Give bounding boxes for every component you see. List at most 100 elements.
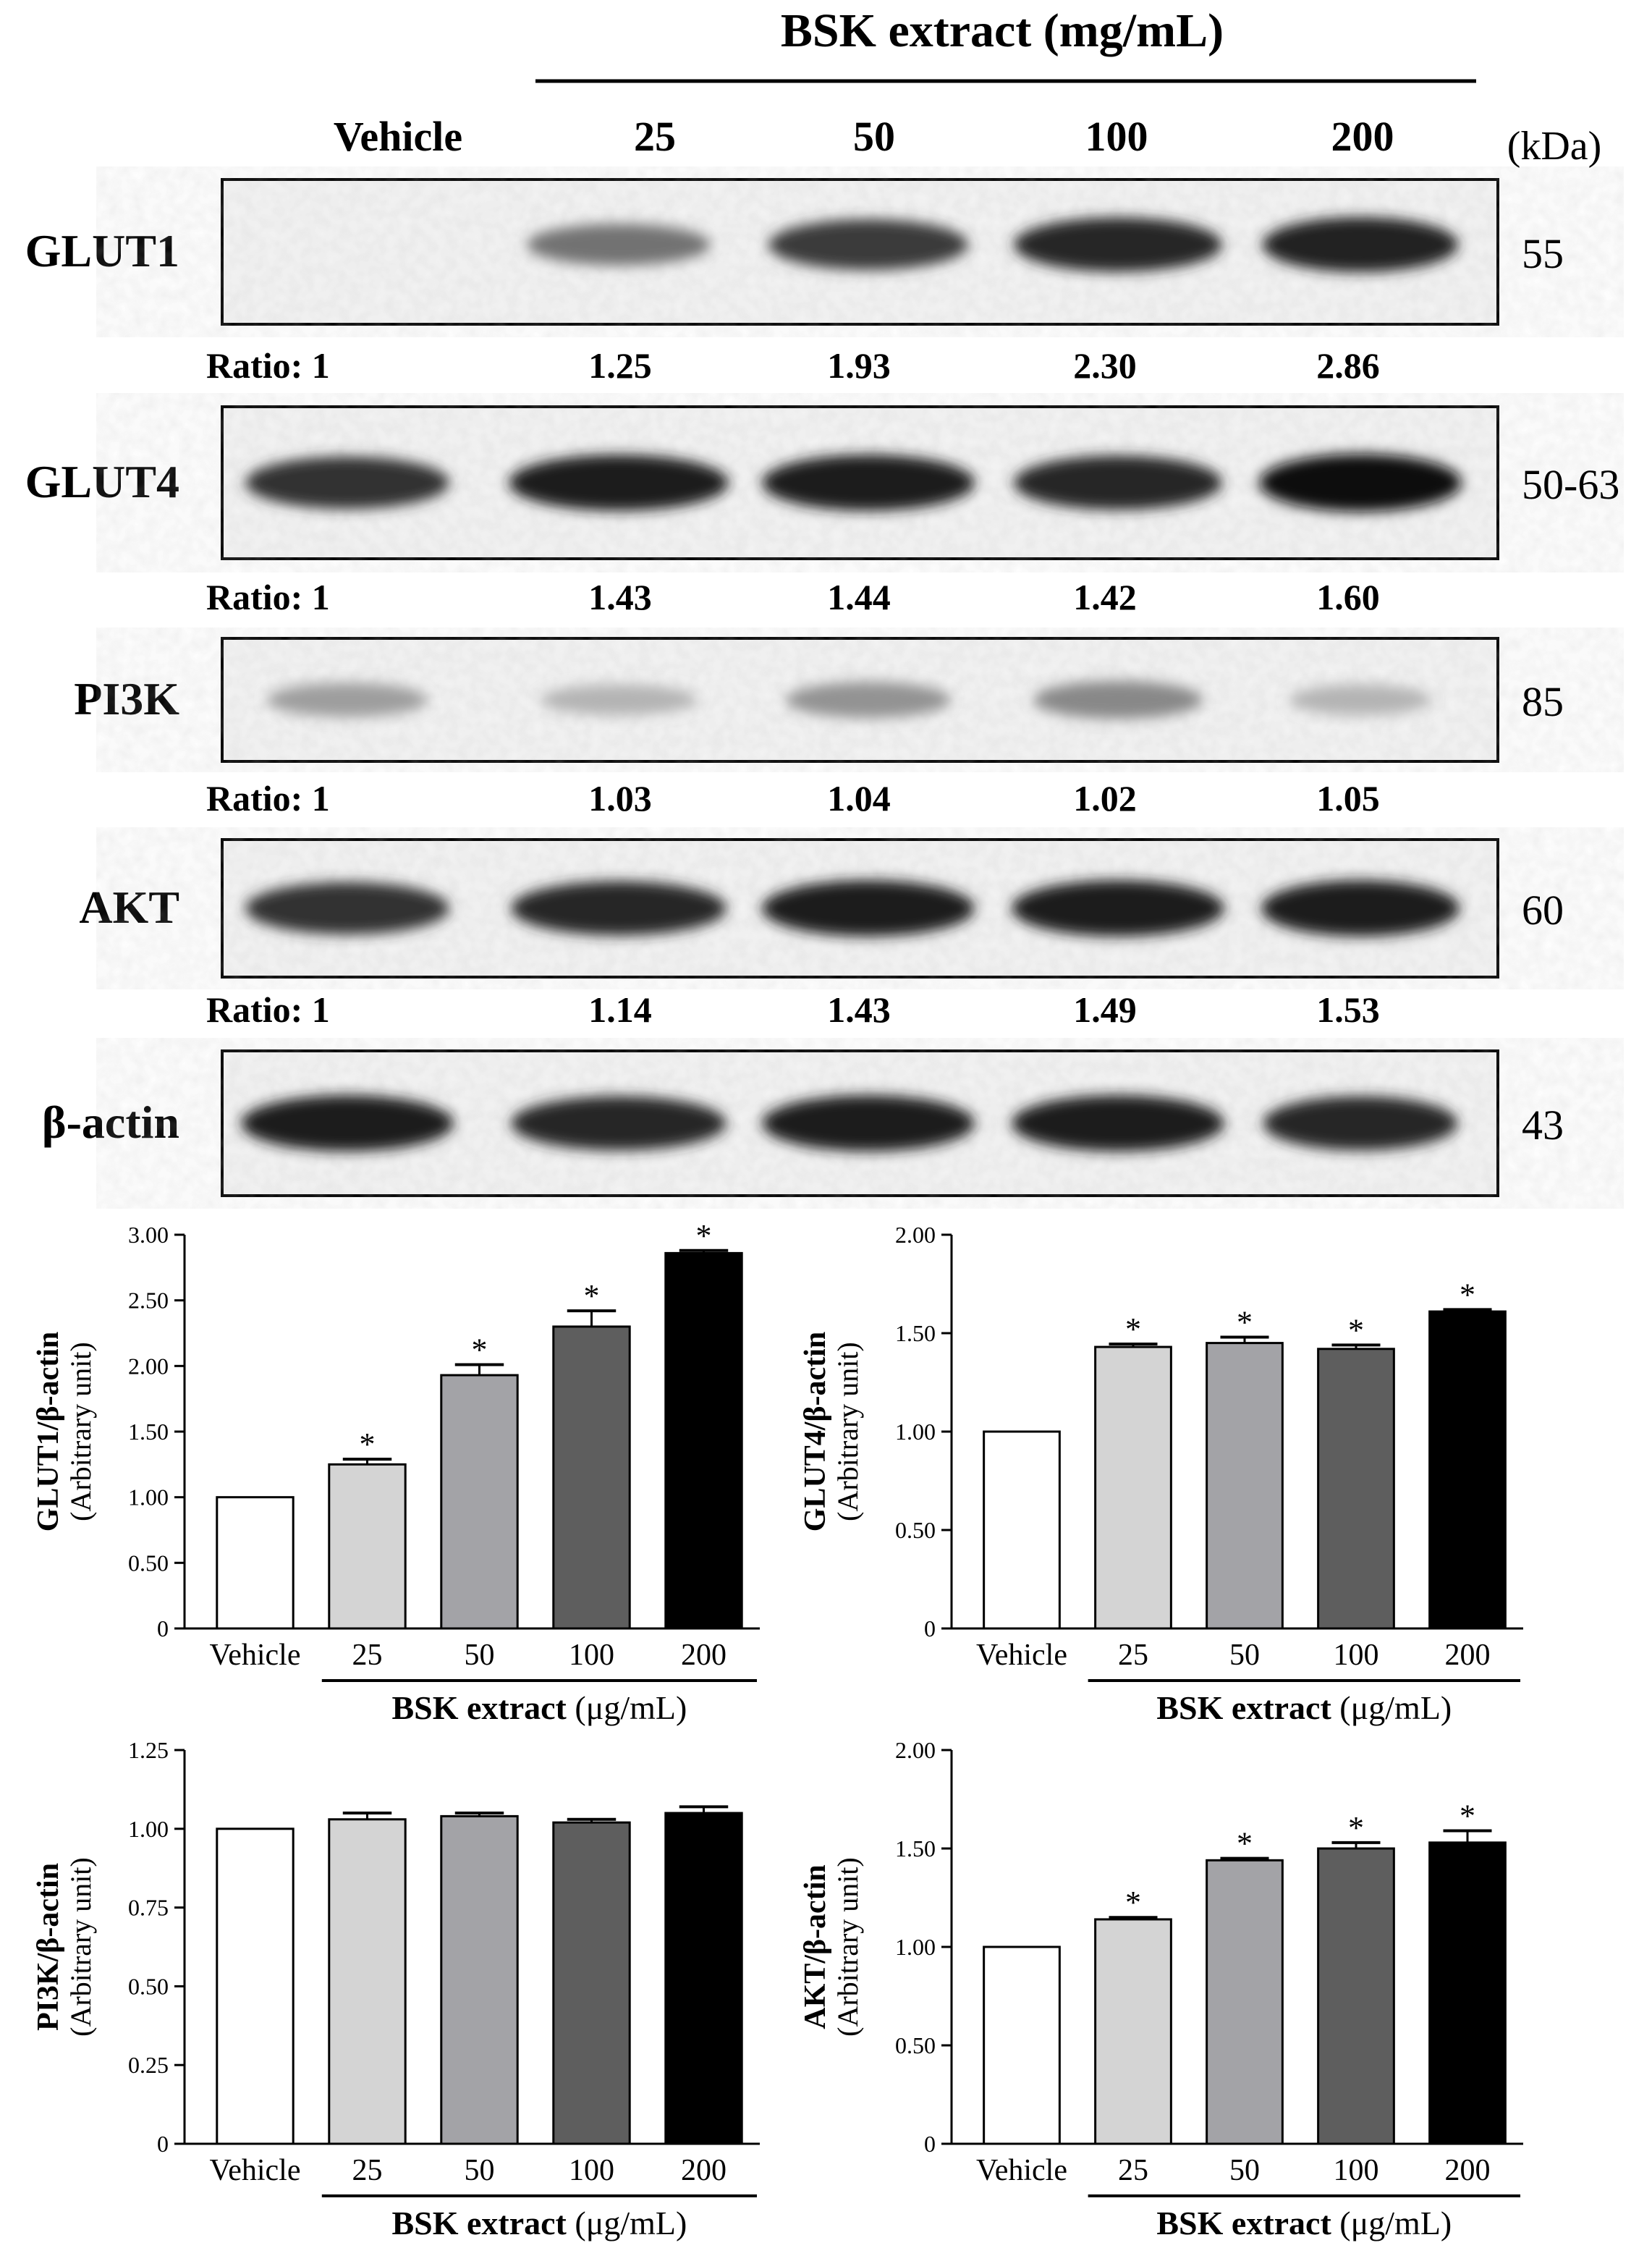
bar-200 — [1428, 1841, 1507, 2145]
blot-band-pi3k-4 — [1289, 684, 1431, 716]
y-tick-label: 2.00 — [895, 1737, 936, 1763]
blot-band-glut4-2 — [762, 455, 975, 511]
ratio-value-glut1-3: 2.86 — [1316, 345, 1380, 386]
blot-header: BSK extract (mg/mL) Vehicle 25 50 100 20… — [334, 4, 1601, 169]
y-axis-label: GLUT1/β-actin — [32, 1332, 65, 1531]
x-axis-label: BSK extract (μg/mL) — [391, 1689, 687, 1726]
bar-25 — [1094, 1918, 1172, 2145]
kda-unit-label: (kDa) — [1507, 124, 1602, 169]
bar-100 — [1317, 1348, 1395, 1630]
y-tick-label: 0.50 — [128, 1550, 169, 1576]
ratio-label-glut1: Ratio: 1 — [206, 345, 330, 386]
significance-marker: * — [1237, 1826, 1253, 1862]
x-tick-label-50: 50 — [1229, 2154, 1260, 2187]
chart-glut4-beta-actin: 0 0.50 1.00 1.50 2.00 GLUT4/β-actin (Arbitrary… — [799, 1222, 1523, 1726]
blot-band-glut4-3 — [1014, 455, 1222, 510]
ratio-value-akt-1: 1.43 — [827, 989, 891, 1030]
y-tick-label: 0.50 — [128, 1973, 169, 1999]
y-axis-sublabel: (Arbitrary unit) — [831, 1342, 864, 1521]
ratio-value-glut1-0: 1.25 — [588, 345, 652, 386]
blot-band-akt-1 — [511, 881, 727, 936]
y-axis-label: PI3K/β-actin — [32, 1863, 65, 2031]
blot-band-akt-2 — [762, 880, 975, 937]
blot-band-glut4-0 — [245, 456, 449, 510]
x-tick-label-25: 25 — [352, 1639, 383, 1672]
blot-band-glut1-2 — [768, 219, 968, 270]
ratio-value-akt-2: 1.49 — [1073, 989, 1137, 1030]
x-tick-label-25: 25 — [352, 2154, 383, 2187]
significance-marker: * — [1348, 1810, 1364, 1846]
ratio-value-glut4-3: 1.60 — [1316, 577, 1380, 617]
blot-band-pi3k-1 — [540, 684, 698, 716]
blot-band-glut1-4 — [1262, 217, 1459, 272]
x-tick-label-50: 50 — [465, 1639, 495, 1672]
y-tick-label: 2.50 — [128, 1288, 169, 1314]
significance-marker: * — [472, 1332, 488, 1368]
blot-band-beta-actin-2 — [762, 1095, 975, 1152]
x-tick-label-100: 100 — [569, 1639, 614, 1672]
protein-label-glut4: GLUT4 — [25, 456, 179, 507]
x-tick-label-200: 200 — [681, 2154, 727, 2187]
ratio-value-glut4-0: 1.43 — [588, 577, 652, 617]
x-axis-label: BSK extract (μg/mL) — [391, 2205, 687, 2241]
x-axis-label-bold: BSK extract — [391, 2205, 567, 2241]
x-axis-label-unit: (μg/mL) — [1331, 2205, 1452, 2241]
x-tick-label-100: 100 — [569, 2154, 614, 2187]
kda-value-beta-actin: 43 — [1522, 1102, 1564, 1149]
significance-marker: * — [360, 1427, 376, 1462]
x-tick-label-100: 100 — [1334, 2154, 1379, 2187]
blot-band-pi3k-3 — [1033, 680, 1203, 719]
y-tick-label: 2.00 — [128, 1353, 169, 1379]
bar-100 — [1317, 1847, 1395, 2145]
kda-value-pi3k: 85 — [1522, 678, 1564, 725]
significance-marker: * — [584, 1278, 600, 1314]
x-tick-label-vehicle: Vehicle — [976, 2154, 1067, 2187]
ratio-value-pi3k-0: 1.03 — [588, 778, 652, 819]
bar-50 — [1206, 1859, 1284, 2145]
x-tick-label-50: 50 — [1229, 1639, 1260, 1672]
y-tick-label: 0 — [157, 1615, 169, 1641]
blot-row-akt: AKT 60 Ratio: 1 1.14 1.43 1.49 1.53 — [79, 838, 1564, 1030]
x-axis-label-unit: (μg/mL) — [1331, 1689, 1452, 1726]
blot-band-pi3k-2 — [786, 682, 951, 718]
bar-25 — [328, 1463, 407, 1630]
blot-band-akt-3 — [1012, 880, 1224, 937]
lane-label-25: 25 — [634, 113, 676, 160]
chart-pi3k-beta-actin: 0 0.25 0.50 0.75 1.00 1.25 PI3K/β-actin (Arbitr… — [32, 1737, 760, 2241]
x-tick-label-vehicle: Vehicle — [210, 1639, 301, 1672]
blot-band-beta-actin-1 — [511, 1096, 727, 1151]
blot-row-pi3k: PI3K 85 Ratio: 1 1.03 1.04 1.02 1.05 — [74, 637, 1564, 819]
x-axis-label-unit: (μg/mL) — [567, 1689, 687, 1726]
ratio-value-glut4-1: 1.44 — [827, 577, 891, 617]
y-tick-label: 0.50 — [895, 2032, 936, 2058]
blot-band-glut1-1 — [526, 224, 711, 266]
x-tick-label-200: 200 — [1445, 2154, 1491, 2187]
y-tick-label: 3.00 — [128, 1222, 169, 1248]
significance-marker: * — [1460, 1277, 1475, 1312]
ratio-label-glut4: Ratio: 1 — [206, 577, 330, 617]
blot-row-glut4: GLUT4 50-63 Ratio: 1 1.43 1.44 1.42 1.60 — [25, 405, 1619, 617]
bar-200 — [664, 1812, 743, 2145]
bar-25 — [328, 1818, 407, 2145]
y-tick-label: 0.50 — [895, 1517, 936, 1543]
y-axis-label: GLUT4/β-actin — [799, 1332, 832, 1531]
significance-marker: * — [1348, 1312, 1364, 1348]
x-tick-label-50: 50 — [465, 2154, 495, 2187]
y-tick-label: 1.50 — [895, 1835, 936, 1862]
x-tick-label-vehicle: Vehicle — [210, 2154, 301, 2187]
blot-row-beta-actin: β-actin 43 — [42, 1049, 1564, 1197]
x-axis-label-bold: BSK extract — [391, 1689, 567, 1726]
protein-label-akt: AKT — [79, 882, 179, 933]
y-tick-label: 0 — [924, 2131, 936, 2157]
bar-vehicle — [983, 1430, 1061, 1630]
blot-band-glut4-4 — [1259, 454, 1462, 512]
lane-label-50: 50 — [853, 113, 895, 160]
y-tick-label: 2.00 — [895, 1222, 936, 1248]
bar-charts: 0 0.50 1.00 1.50 2.00 2.50 3.00 GLUT1/β-actin (A… — [32, 1218, 1523, 2241]
y-tick-label: 1.00 — [895, 1934, 936, 1960]
blot-row-glut1: GLUT1 55 Ratio: 1 1.25 1.93 2.30 2.86 — [25, 178, 1564, 386]
ratio-value-pi3k-1: 1.04 — [827, 778, 891, 819]
blot-band-akt-4 — [1261, 880, 1460, 937]
ratio-label-akt: Ratio: 1 — [206, 989, 330, 1030]
x-tick-label-200: 200 — [681, 1639, 727, 1672]
